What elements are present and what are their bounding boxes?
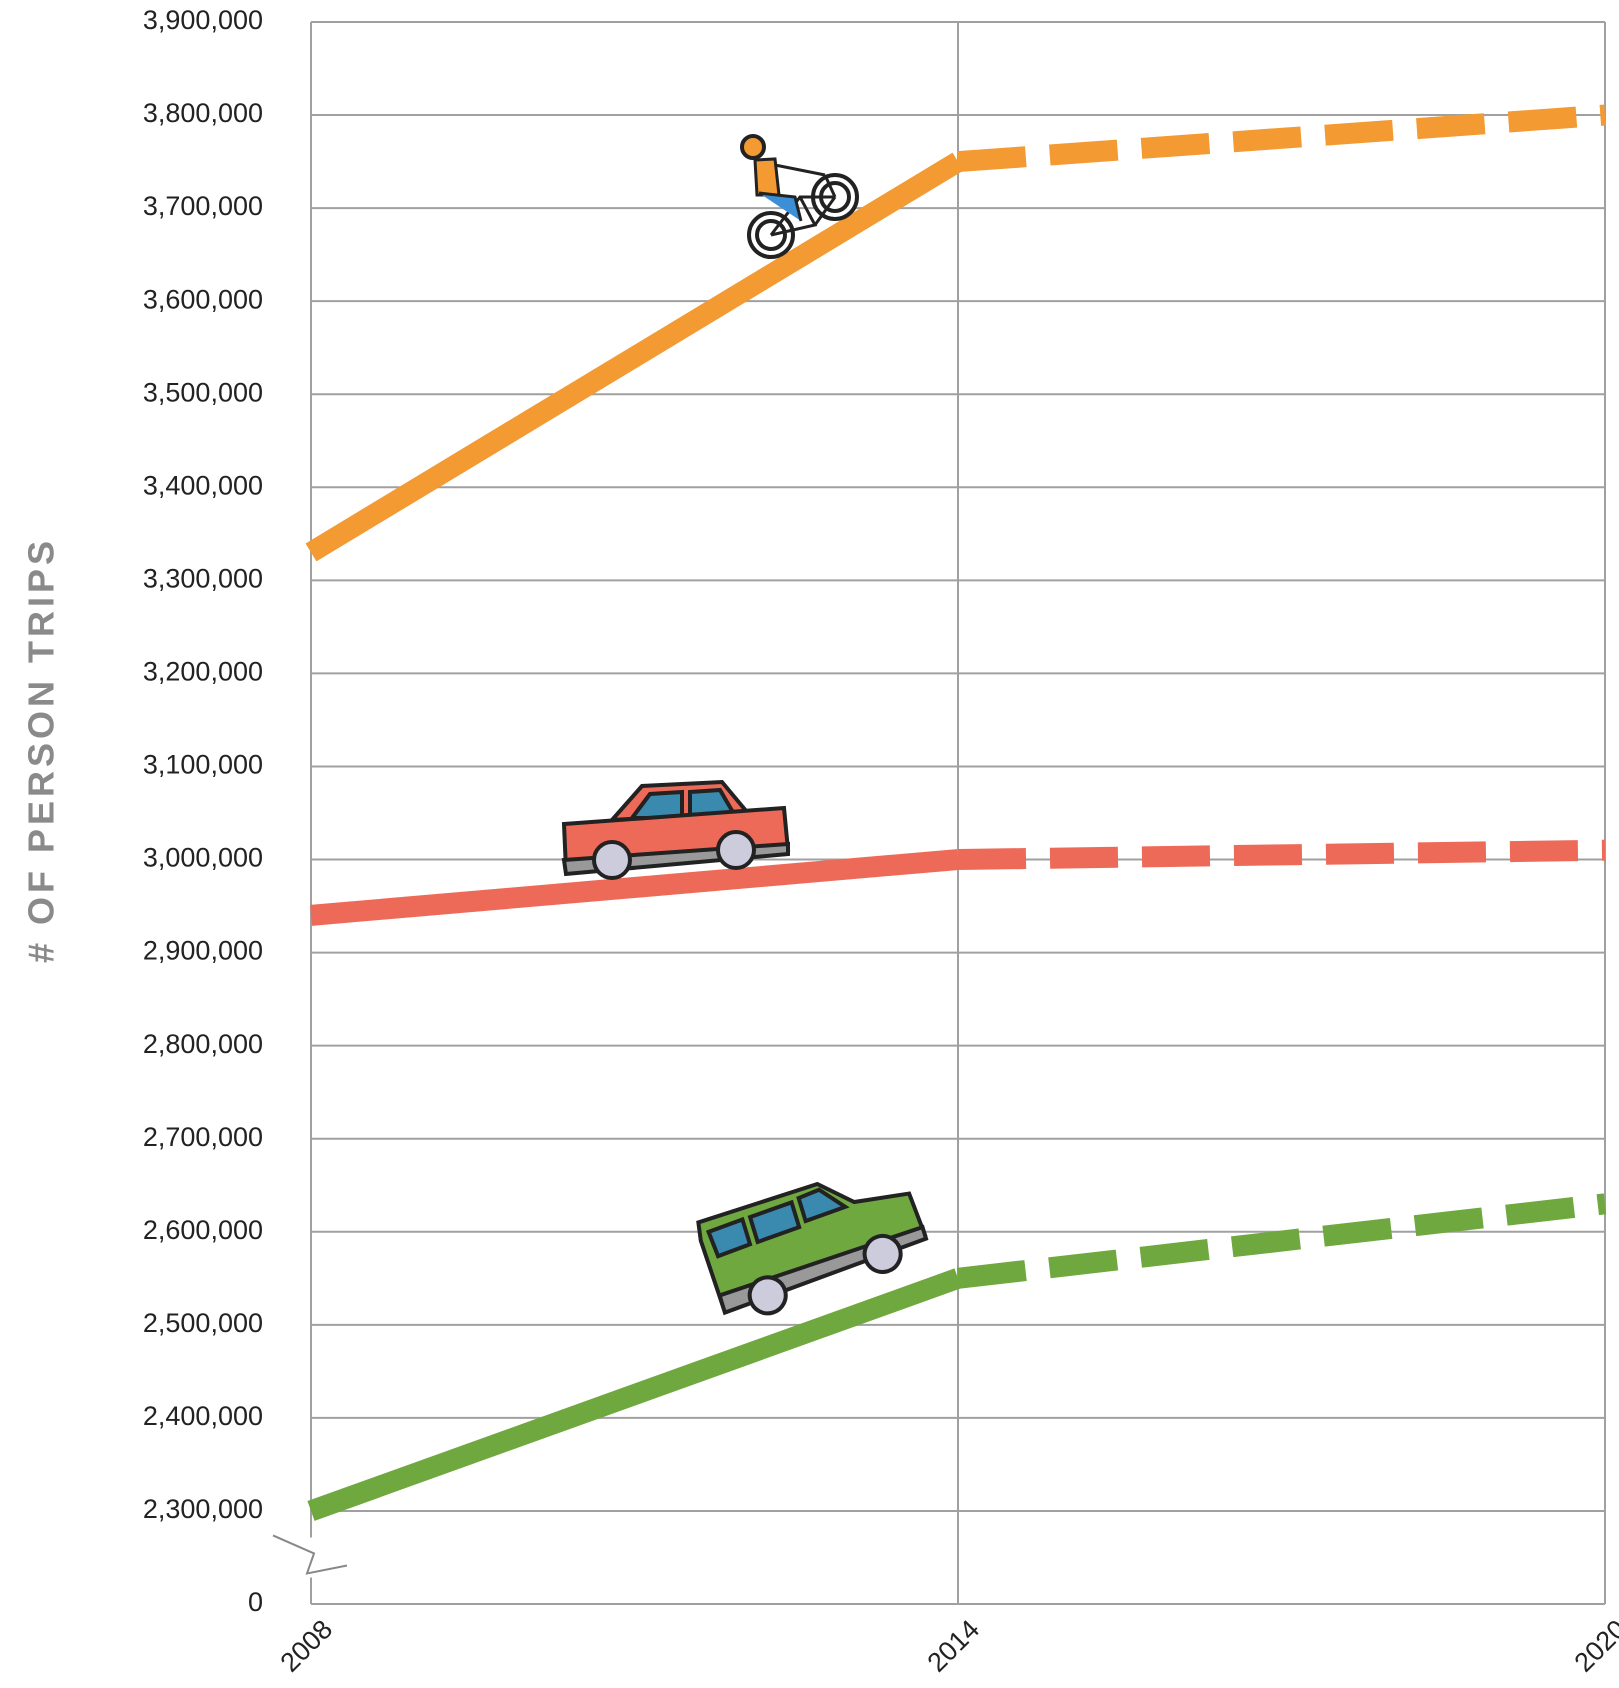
y-tick-label: 2,700,000 <box>143 1122 263 1152</box>
axis-break-gap <box>307 1537 315 1578</box>
y-tick-label: 3,600,000 <box>143 284 263 314</box>
y-tick-label: 3,800,000 <box>143 98 263 128</box>
y-tick-label: 2,600,000 <box>143 1215 263 1245</box>
y-tick-label: 0 <box>248 1587 263 1617</box>
y-tick-label: 2,400,000 <box>143 1401 263 1431</box>
y-tick-label: 3,700,000 <box>143 191 263 221</box>
y-tick-label: 2,500,000 <box>143 1308 263 1338</box>
x-tick-label: 2008 <box>275 1614 339 1678</box>
y-tick-label: 3,100,000 <box>143 750 263 780</box>
bike-icon <box>740 134 859 259</box>
line <box>305 152 964 562</box>
y-tick-label: 3,400,000 <box>143 470 263 500</box>
y-tick-label: 2,800,000 <box>143 1029 263 1059</box>
line <box>307 1268 962 1521</box>
van-icon <box>696 1181 929 1316</box>
projected-line <box>956 1193 1607 1289</box>
projected-line <box>957 839 1606 871</box>
car-icon <box>561 779 791 880</box>
projected-line <box>957 104 1606 173</box>
y-tick-label: 2,300,000 <box>143 1494 263 1524</box>
icons <box>561 134 929 1316</box>
y-tick-label: 3,200,000 <box>143 657 263 687</box>
y-tick-label: 3,300,000 <box>143 563 263 593</box>
axis-break <box>272 1534 348 1575</box>
y-axis-label: # OF PERSON TRIPS <box>21 537 62 963</box>
x-tick-label: 2014 <box>922 1614 986 1678</box>
y-tick-label: 2,900,000 <box>143 936 263 966</box>
y-tick-label: 3,500,000 <box>143 377 263 407</box>
x-tick-label: 2020 <box>1569 1614 1619 1678</box>
y-tick-label: 3,900,000 <box>143 5 263 35</box>
line <box>310 849 959 926</box>
y-tick-label: 3,000,000 <box>143 843 263 873</box>
